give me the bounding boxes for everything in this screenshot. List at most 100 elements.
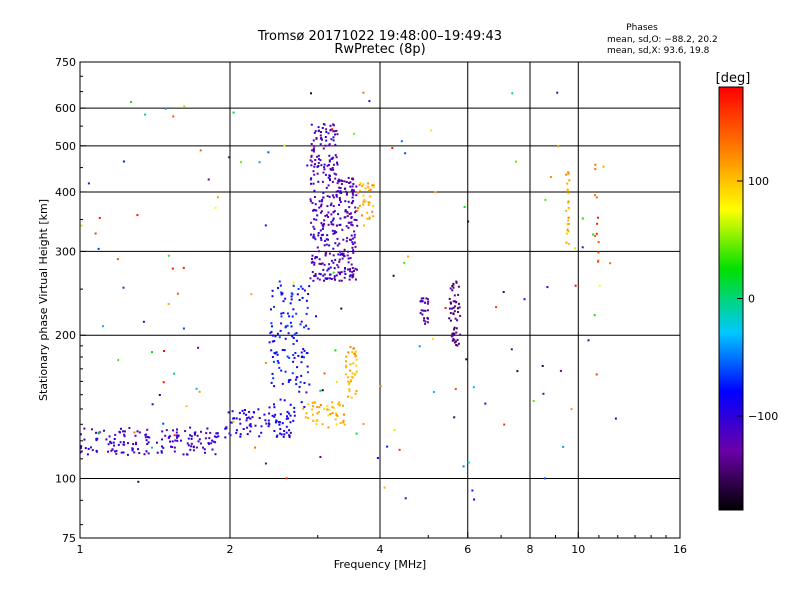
data-point [339, 253, 342, 256]
data-point [116, 258, 119, 261]
data-point [282, 300, 285, 303]
data-point [333, 172, 336, 175]
data-point [425, 297, 428, 300]
data-point [184, 430, 187, 433]
data-point [453, 310, 456, 313]
data-point [215, 436, 218, 439]
data-point [274, 421, 277, 424]
data-point [320, 234, 323, 237]
data-point [339, 179, 342, 182]
data-point [289, 421, 292, 424]
data-point [295, 312, 298, 315]
data-point [273, 406, 276, 409]
data-point [325, 186, 328, 189]
data-point [332, 223, 335, 226]
data-point [120, 451, 123, 454]
data-point [286, 355, 289, 358]
data-point [242, 412, 245, 415]
data-point [319, 134, 322, 137]
data-point [273, 340, 276, 343]
data-point [322, 233, 324, 236]
data-point [182, 453, 185, 456]
data-point [279, 284, 282, 287]
data-point [326, 277, 329, 280]
data-point [192, 449, 195, 452]
data-point [342, 252, 345, 255]
data-point [368, 201, 371, 204]
data-point [290, 295, 293, 298]
data-point [314, 159, 317, 161]
data-point [594, 194, 596, 197]
data-point [319, 237, 322, 239]
data-point [337, 190, 340, 193]
data-point [309, 200, 312, 203]
data-point [346, 254, 349, 257]
data-point [122, 451, 125, 454]
data-point [211, 448, 214, 451]
data-point [327, 184, 330, 187]
data-point [276, 332, 279, 335]
data-point [278, 280, 281, 283]
data-point [315, 423, 318, 425]
data-point [315, 137, 318, 139]
data-point [313, 189, 316, 192]
data-point [289, 431, 292, 434]
data-point [454, 388, 457, 391]
data-point [311, 408, 314, 411]
data-point [307, 293, 310, 295]
data-point [338, 260, 341, 263]
data-point [198, 390, 201, 393]
data-point [329, 167, 332, 170]
data-point [302, 348, 305, 350]
stats-x-mode: mean, sd,X: 93.6, 19.8 [607, 46, 710, 56]
data-point [357, 207, 360, 209]
data-point [254, 424, 257, 427]
data-point [208, 437, 211, 440]
data-point [338, 279, 341, 282]
data-point [420, 297, 423, 300]
data-point [334, 133, 336, 136]
x-tick-label: 2 [227, 543, 234, 556]
data-point [189, 426, 192, 429]
data-point [283, 433, 286, 436]
data-point [258, 417, 261, 419]
data-point [325, 243, 328, 246]
data-point [328, 195, 331, 198]
data-point [164, 434, 167, 437]
data-point [339, 273, 341, 276]
data-point [247, 416, 250, 419]
data-point [160, 450, 163, 453]
data-point [146, 436, 149, 438]
data-point [316, 277, 319, 280]
data-point [312, 279, 315, 282]
data-point [148, 436, 151, 439]
data-point [323, 372, 326, 375]
data-point [171, 267, 174, 270]
data-point [302, 407, 305, 410]
data-point [350, 396, 353, 399]
data-point [238, 411, 241, 414]
data-point [327, 176, 330, 179]
data-point [420, 309, 423, 312]
data-point [314, 256, 317, 258]
data-point [403, 261, 406, 264]
data-point [122, 160, 125, 163]
data-point [450, 302, 452, 305]
data-point [423, 317, 426, 320]
data-point [225, 426, 228, 429]
data-point [303, 349, 306, 352]
data-point [162, 381, 165, 384]
data-point [285, 477, 288, 480]
data-point [239, 161, 242, 164]
data-point [292, 360, 295, 363]
data-point [426, 302, 429, 305]
data-point [338, 180, 341, 183]
data-point [351, 351, 354, 354]
data-point [258, 435, 261, 438]
data-point [309, 178, 312, 181]
data-point [194, 431, 197, 434]
data-point [347, 257, 350, 260]
data-point [313, 131, 316, 134]
data-point [574, 247, 577, 250]
data-point [327, 211, 330, 214]
